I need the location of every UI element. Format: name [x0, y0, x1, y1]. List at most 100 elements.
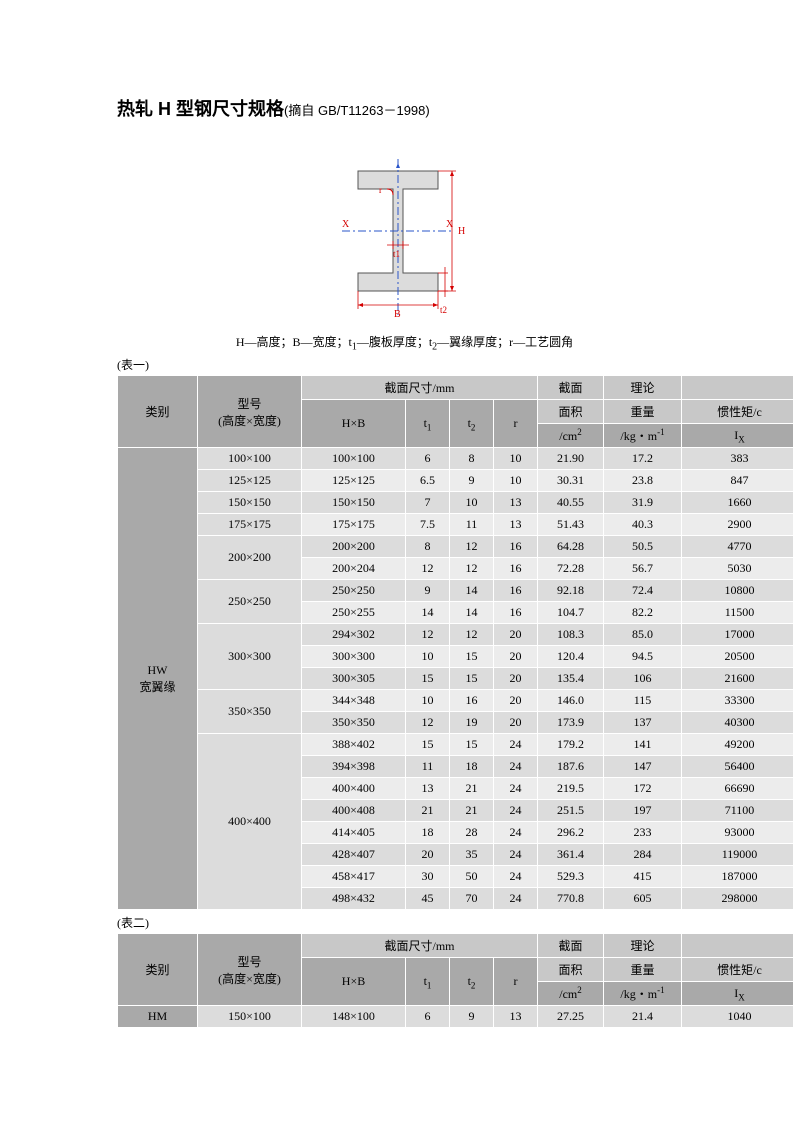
- cell-hxb: 175×175: [302, 514, 406, 536]
- cell-area: 104.7: [538, 602, 604, 624]
- cell-wt: 137: [604, 712, 682, 734]
- model-cell: 200×200: [198, 536, 302, 580]
- svg-text:X: X: [446, 219, 454, 230]
- cell-wt: 31.9: [604, 492, 682, 514]
- cell-hxb: 250×250: [302, 580, 406, 602]
- cell-t2: 15: [450, 646, 494, 668]
- hdr-area-2: 面积: [538, 958, 604, 982]
- cell-hxb: 294×302: [302, 624, 406, 646]
- cell-hxb: 400×400: [302, 778, 406, 800]
- cell-wt: 197: [604, 800, 682, 822]
- cell-wt: 106: [604, 668, 682, 690]
- h-beam-diagram: rXXt1BHt2: [330, 151, 480, 325]
- cell-area: 529.3: [538, 866, 604, 888]
- cell-r: 13: [494, 514, 538, 536]
- model-cell: 300×300: [198, 624, 302, 690]
- table-row: 200×200200×2008121664.2850.54770: [118, 536, 793, 558]
- cell-area: 51.43: [538, 514, 604, 536]
- cell-t2: 70: [450, 888, 494, 910]
- cell-t1: 12: [406, 624, 450, 646]
- cell-wt: 85.0: [604, 624, 682, 646]
- table-row: 250×250250×2509141692.1872.410800: [118, 580, 793, 602]
- cell-area: 64.28: [538, 536, 604, 558]
- cell-t2: 8: [450, 448, 494, 470]
- cell-wt: 115: [604, 690, 682, 712]
- cell-t1: 11: [406, 756, 450, 778]
- cell-area: 108.3: [538, 624, 604, 646]
- cell-area: 251.5: [538, 800, 604, 822]
- cell-t2: 18: [450, 756, 494, 778]
- hdr-weight-1: 理论: [604, 934, 682, 958]
- cell-wt: 50.5: [604, 536, 682, 558]
- cell-hxb: 125×125: [302, 470, 406, 492]
- cell-t2: 15: [450, 734, 494, 756]
- cell-area: 219.5: [538, 778, 604, 800]
- hdr-ix: IX: [682, 424, 793, 448]
- cell-t1: 30: [406, 866, 450, 888]
- cell-t1: 12: [406, 558, 450, 580]
- cell-t1: 13: [406, 778, 450, 800]
- model-cell: 100×100: [198, 448, 302, 470]
- cell-t2: 12: [450, 536, 494, 558]
- svg-text:r: r: [379, 185, 382, 195]
- cell-wt: 94.5: [604, 646, 682, 668]
- cell-ix: 847: [682, 470, 793, 492]
- hdr-category: 类别: [118, 376, 198, 448]
- cell-t2: 15: [450, 668, 494, 690]
- caption-p2: —腹板厚度；t: [357, 335, 432, 349]
- table-row: 150×150150×1507101340.5531.91660: [118, 492, 793, 514]
- cell-r: 20: [494, 712, 538, 734]
- cell-r: 24: [494, 866, 538, 888]
- cell-ix: 1040: [682, 1006, 793, 1028]
- cell-t1: 8: [406, 536, 450, 558]
- cell-hxb: 394×398: [302, 756, 406, 778]
- cell-t1: 15: [406, 734, 450, 756]
- cell-area: 120.4: [538, 646, 604, 668]
- cell-ix: 20500: [682, 646, 793, 668]
- model-cell: 175×175: [198, 514, 302, 536]
- svg-text:H: H: [458, 226, 465, 237]
- page: 热轧 H 型钢尺寸规格(摘自 GB/T11263－1998) rXXt1BHt2…: [0, 0, 793, 1028]
- cell-ix: 71100: [682, 800, 793, 822]
- cell-wt: 21.4: [604, 1006, 682, 1028]
- hdr-r: r: [494, 958, 538, 1006]
- diagram-container: rXXt1BHt2: [117, 151, 692, 325]
- title-main: 热轧 H 型钢尺寸规格: [117, 99, 284, 119]
- hdr-weight-3: /kg・m-1: [604, 982, 682, 1006]
- cell-ix: 33300: [682, 690, 793, 712]
- cell-r: 10: [494, 470, 538, 492]
- cell-hxb: 250×255: [302, 602, 406, 624]
- cell-t1: 10: [406, 646, 450, 668]
- cell-hxb: 350×350: [302, 712, 406, 734]
- svg-text:X: X: [342, 219, 350, 230]
- cell-ix: 4770: [682, 536, 793, 558]
- cell-t1: 6: [406, 1006, 450, 1028]
- cell-r: 16: [494, 580, 538, 602]
- cell-wt: 23.8: [604, 470, 682, 492]
- cell-area: 146.0: [538, 690, 604, 712]
- hdr-area-2: 面积: [538, 400, 604, 424]
- hdr-t1: t1: [406, 400, 450, 448]
- cell-area: 135.4: [538, 668, 604, 690]
- cell-hxb: 428×407: [302, 844, 406, 866]
- cell-ix: 187000: [682, 866, 793, 888]
- cell-wt: 172: [604, 778, 682, 800]
- cell-r: 13: [494, 492, 538, 514]
- svg-text:t1: t1: [393, 249, 400, 259]
- diagram-caption: H—高度；B—宽度；t1—腹板厚度；t2—翼缘厚度；r—工艺圆角: [117, 333, 692, 352]
- svg-text:B: B: [394, 309, 401, 320]
- cell-r: 13: [494, 1006, 538, 1028]
- model-cell: 350×350: [198, 690, 302, 734]
- hdr-inertia: 惯性矩/c: [682, 958, 793, 982]
- cell-ix: 66690: [682, 778, 793, 800]
- cell-t2: 21: [450, 778, 494, 800]
- cell-t1: 14: [406, 602, 450, 624]
- cell-r: 24: [494, 734, 538, 756]
- cell-area: 179.2: [538, 734, 604, 756]
- cell-t2: 19: [450, 712, 494, 734]
- hdr-ix: IX: [682, 982, 793, 1006]
- cell-wt: 17.2: [604, 448, 682, 470]
- hdr-t2: t2: [450, 400, 494, 448]
- cell-ix: 40300: [682, 712, 793, 734]
- cell-area: 92.18: [538, 580, 604, 602]
